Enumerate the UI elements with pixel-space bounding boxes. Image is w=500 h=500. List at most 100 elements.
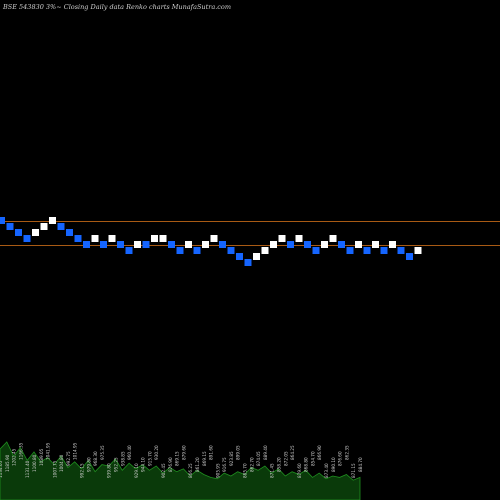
volume-area [0, 441, 361, 500]
volume-tick-label: 890.10 [331, 457, 336, 472]
renko-brick-up [134, 241, 141, 248]
renko-brick-up [202, 241, 209, 248]
renko-brick-down [100, 241, 107, 248]
renko-brick-up [329, 235, 337, 242]
renko-brick-up [151, 235, 158, 242]
renko-brick-up [389, 241, 396, 248]
volume-tick-label: 939.80 [107, 463, 112, 478]
volume-tick-label: 869.15 [202, 451, 207, 466]
volume-tick-label: 1131.40 [25, 460, 30, 478]
renko-brick-down [406, 253, 413, 260]
volume-tick-label: 923.85 [229, 451, 234, 466]
volume-tick-label: 1014.95 [73, 442, 78, 460]
volume-tick-label: 1007.75 [52, 460, 57, 478]
volume-tick-label: 866.25 [188, 463, 193, 478]
volume-tick-label: 876.90 [168, 457, 173, 472]
renko-brick-down [312, 247, 320, 254]
renko-brick-down [125, 247, 133, 254]
renko-brick-up [372, 241, 379, 248]
renko-brick-down [244, 259, 252, 266]
renko-brick-up [108, 235, 116, 242]
renko-brick-down [6, 223, 14, 230]
volume-tick-label: 862.35 [344, 445, 349, 460]
volume-tick-label: 871.45 [270, 463, 275, 478]
volume-tick-label: 891.60 [209, 445, 214, 460]
renko-brick-up [355, 241, 362, 248]
renko-brick-up [253, 253, 260, 260]
renko-brick-up [295, 235, 303, 242]
volume-tick-label: 938.85 [120, 451, 125, 466]
volume-tick-label: 1089.05 [39, 448, 44, 466]
volume-tick-label: 1202.45 [12, 448, 17, 466]
renko-brick-down [0, 217, 5, 224]
renko-brick-down [363, 247, 371, 254]
volume-tick-label: 968.30 [93, 451, 98, 466]
volume-tick-label: 952.25 [113, 457, 118, 472]
volume-tick-label: 960.40 [127, 445, 132, 460]
renko-brick-down [142, 241, 150, 248]
volume-tick-label: 915.70 [147, 451, 152, 466]
volume-tick-label: 889.40 [263, 445, 268, 460]
volume-tick-label: 1166.35 [18, 442, 23, 460]
renko-brick-down [23, 235, 31, 242]
volume-tick-label: 868.80 [304, 457, 309, 472]
volume-tick-label: 864.25 [290, 445, 295, 460]
renko-brick-down [15, 229, 22, 236]
renko-brick-down [117, 241, 124, 248]
renko-brick-down [338, 241, 345, 248]
renko-brick-down [304, 241, 311, 248]
volume-tick-label: 854.70 [310, 451, 315, 466]
renko-brick-down [236, 253, 243, 260]
volume-tick-label: 876.60 [338, 451, 343, 466]
volume-tick-label: 1004.80 [59, 454, 64, 472]
volume-tick-label: 873.40 [324, 463, 329, 478]
renko-bricks [0, 217, 422, 266]
renko-brick-down [346, 247, 354, 254]
volume-tick-label: 979.80 [86, 457, 91, 472]
volume-tick-label: 916.75 [222, 457, 227, 472]
volume-tick-label: 992.15 [80, 463, 85, 478]
volume-tick-label: 884.70 [358, 457, 363, 472]
renko-brick-down [380, 247, 388, 254]
renko-brick-down [287, 241, 294, 248]
volume-tick-label: 975.35 [100, 445, 105, 460]
volume-tick-label: 866.90 [317, 445, 322, 460]
volume-tick-label: 1134.05 [0, 460, 3, 478]
volume-tick-label: 1100.80 [32, 454, 37, 472]
renko-brick-up [270, 241, 277, 248]
volume-tick-label: 992.75 [66, 451, 71, 466]
renko-brick-down [397, 247, 405, 254]
volume-tick-label: 905.95 [215, 463, 220, 478]
volume-tick-label: 862.70 [249, 457, 254, 472]
renko-brick-up [261, 247, 269, 254]
volume-tick-label: 872.05 [283, 451, 288, 466]
volume-tick-label: 1041.95 [46, 442, 51, 460]
renko-brick-down [227, 247, 235, 254]
renko-brick-up [414, 247, 422, 254]
volume-tick-label: 861.20 [195, 457, 200, 472]
volume-tick-label: 1185.90 [5, 454, 10, 472]
renko-brick-down [74, 235, 82, 242]
volume-tick-label: 874.05 [256, 451, 261, 466]
volume-tick-label: 944.10 [141, 457, 146, 472]
volume-tick-label: 930.20 [154, 445, 159, 460]
renko-brick-up [49, 217, 56, 224]
renko-brick-down [176, 247, 184, 254]
renko-brick-up [185, 241, 192, 248]
volume-area-path [0, 441, 361, 500]
volume-tick-label: 899.05 [236, 445, 241, 460]
renko-brick-up [210, 235, 218, 242]
volume-tick-label: 885.70 [243, 463, 248, 478]
renko-brick-down [193, 247, 201, 254]
renko-brick-up [32, 229, 39, 236]
renko-brick-up [40, 223, 48, 230]
renko-brick-up [159, 235, 167, 242]
volume-tick-label: 869.15 [175, 451, 180, 466]
renko-brick-up [278, 235, 286, 242]
renko-brick-up [91, 235, 99, 242]
renko-brick-down [83, 241, 90, 248]
volume-tick-label: 858.20 [276, 457, 281, 472]
